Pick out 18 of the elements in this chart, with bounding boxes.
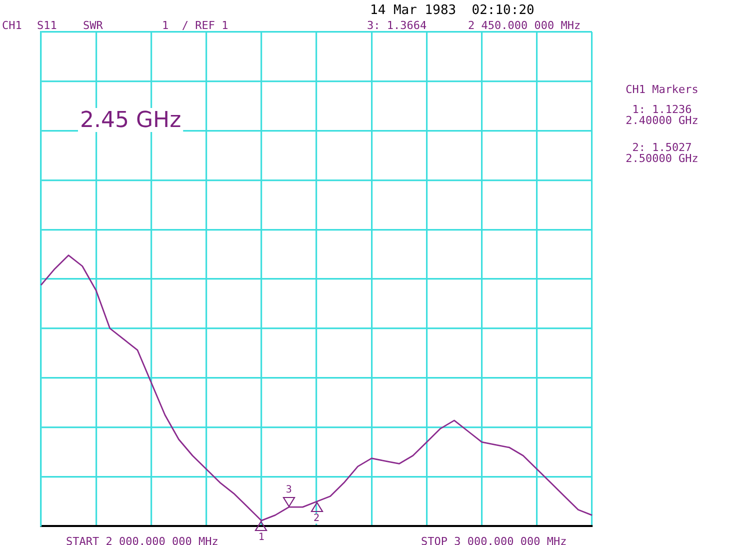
text: STOP 3 000.000 000 MHz bbox=[421, 535, 567, 545]
text: S11 bbox=[37, 19, 57, 32]
text: 3: 1.3664 bbox=[367, 19, 427, 32]
text: 1 bbox=[258, 532, 264, 544]
text: CH1 Markers bbox=[626, 83, 698, 96]
text: 2.45 GHz bbox=[80, 108, 182, 133]
text: 14 Mar 1983 02:10:20 bbox=[370, 3, 534, 18]
text: 2 450.000 000 MHz bbox=[468, 19, 581, 32]
text: 1 / REF 1 bbox=[162, 19, 228, 32]
text: 2.40000 GHz bbox=[626, 114, 698, 127]
annotation: 3 bbox=[286, 484, 292, 496]
text: 1: 1.1236 bbox=[632, 103, 692, 116]
text: START 2 000.000 000 MHz bbox=[66, 535, 218, 545]
annotation: 2 bbox=[313, 513, 320, 524]
text: CH1 bbox=[2, 19, 22, 32]
text: SWR bbox=[83, 19, 104, 32]
text: 2: 1.5027 bbox=[632, 141, 692, 154]
text: 2.50000 GHz bbox=[626, 152, 698, 165]
